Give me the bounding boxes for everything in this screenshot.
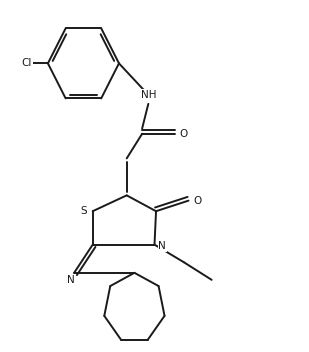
Text: O: O	[179, 129, 187, 139]
Text: Cl: Cl	[22, 58, 32, 68]
Text: S: S	[81, 206, 87, 216]
Text: N: N	[67, 275, 75, 285]
Text: O: O	[193, 196, 201, 206]
Text: N: N	[158, 241, 166, 251]
Text: NH: NH	[141, 90, 156, 100]
